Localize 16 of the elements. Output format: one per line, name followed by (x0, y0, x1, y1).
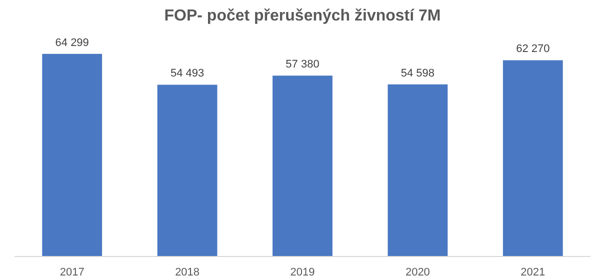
data-label: 64 299 (55, 36, 89, 49)
data-label: 57 380 (286, 58, 320, 71)
bar (388, 84, 448, 256)
x-tick-label: 2020 (405, 266, 430, 278)
x-tick-label: 2018 (175, 266, 200, 278)
data-label: 62 270 (516, 43, 550, 56)
bar (272, 76, 332, 256)
x-tick-label: 2021 (520, 266, 546, 278)
bar (42, 54, 102, 256)
bar (157, 84, 218, 256)
data-label: 54 598 (400, 67, 435, 80)
x-tick-label: 2019 (290, 266, 315, 278)
bar (502, 60, 563, 256)
chart-title: FOP- počet přerušených živností 7M (164, 8, 441, 24)
data-label: 54 493 (170, 68, 204, 80)
x-tick-label: 2017 (60, 266, 84, 278)
